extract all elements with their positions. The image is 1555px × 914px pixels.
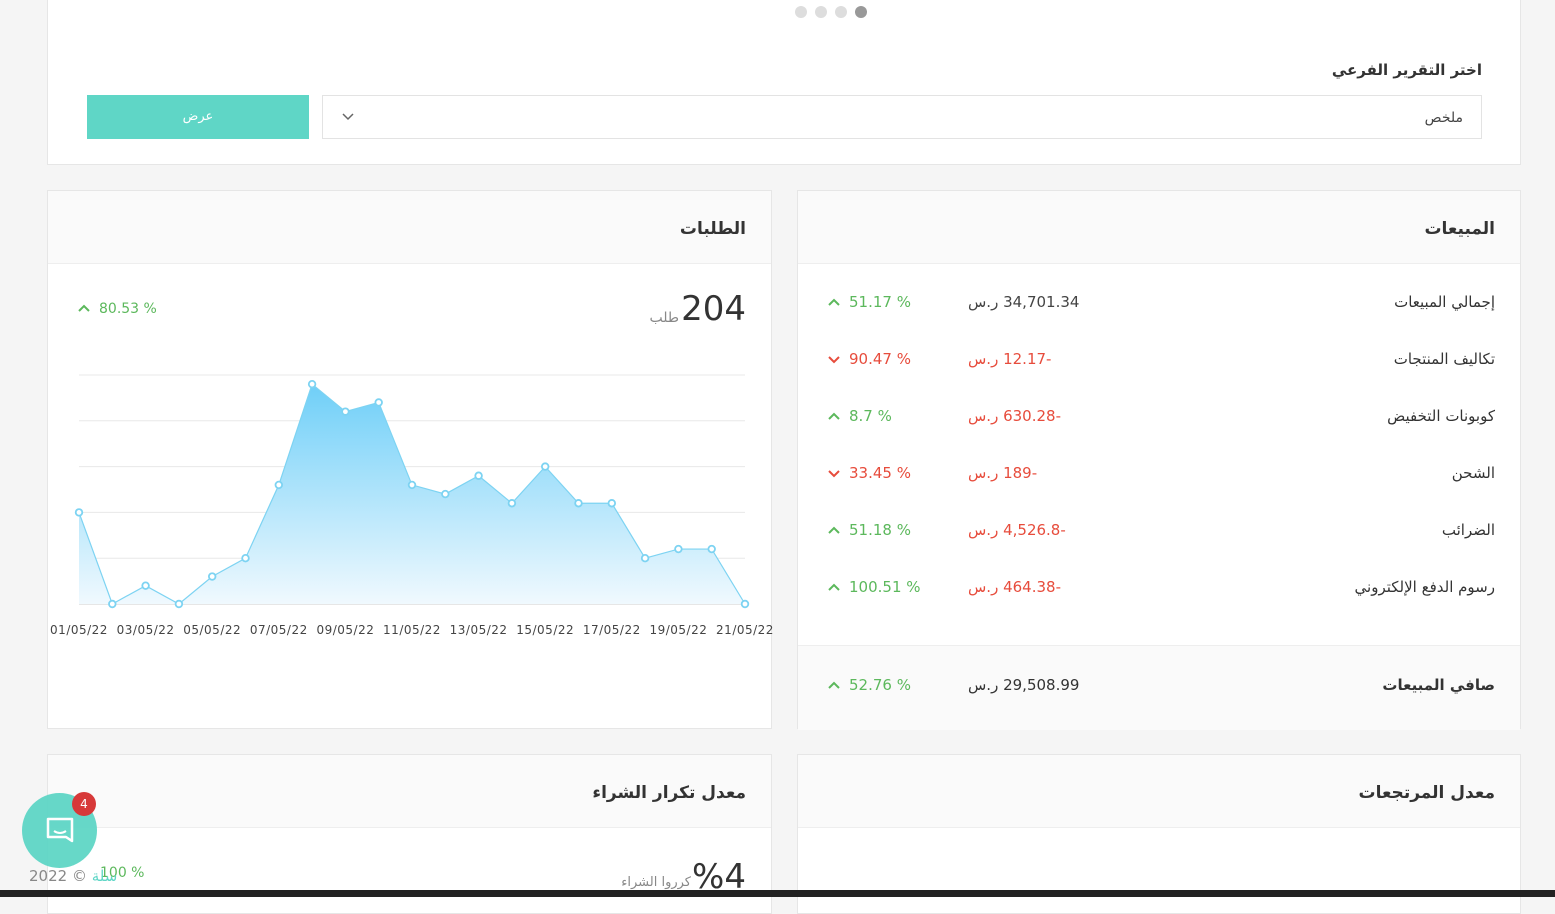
returns-header: معدل المرتجعات (798, 755, 1520, 828)
change-text: 90.47 % (849, 350, 911, 368)
chat-icon (46, 817, 74, 843)
row-value: 34,701.34 ر.س (968, 293, 1080, 311)
row-value: -464.38 ر.س (968, 578, 1062, 596)
trend-chevron (828, 412, 840, 420)
chevron-line (828, 526, 840, 534)
chevron-line (828, 356, 840, 364)
sales-header: المبيعات (798, 191, 1520, 264)
row-change: 100.51 % (828, 578, 921, 596)
row-label: تكاليف المنتجات (1393, 350, 1495, 368)
net-label: صافي المبيعات (1382, 676, 1495, 694)
filter-label: اختر التقرير الفرعي (1331, 61, 1482, 79)
sales-card: المبيعات إجمالي المبيعات 34,701.34 ر.س 51.… (797, 190, 1521, 730)
row-value: -189 ر.س (968, 464, 1038, 482)
returns-title: معدل المرتجعات (1358, 783, 1496, 803)
row-label: الضرائب (1441, 521, 1495, 539)
row-value: -12.17 ر.س (968, 350, 1052, 368)
row-change: 33.45 % (828, 464, 911, 482)
brand: سلة (91, 867, 118, 885)
row-change: 51.17 % (828, 293, 911, 311)
trend-chevron (828, 681, 840, 689)
repeat-title: معدل تكرار الشراء (592, 783, 746, 803)
chevron-line (78, 304, 90, 312)
chevron-line (828, 298, 840, 306)
repeat-change: 100 % (100, 865, 145, 881)
change-text: 33.45 % (849, 464, 911, 482)
row-label: الشحن (1451, 464, 1495, 482)
row-value: -630.28 ر.س (968, 407, 1062, 425)
orders-card: الطلبات 204 طلب 80.53 % (47, 190, 772, 729)
trend-chevron (828, 470, 840, 478)
orders-count: 204 (681, 289, 746, 329)
change-text: 80.53 % (99, 301, 157, 317)
change-text: 52.76 % (849, 676, 911, 694)
trend-chevron (828, 298, 840, 306)
orders-change: 80.53 % (78, 301, 157, 317)
selected-option: ملخص (1424, 110, 1463, 126)
orders-title: الطلبات (679, 219, 746, 239)
net-value: 29,508.99 ر.س (968, 676, 1080, 694)
repeat-header: معدل تكرار الشراء (48, 755, 771, 828)
orders-unit: طلب (649, 310, 679, 326)
net-change: 52.76 % (828, 676, 911, 694)
change-text: 51.17 % (849, 293, 911, 311)
select-arrow (342, 113, 354, 121)
sales-title: المبيعات (1424, 219, 1495, 239)
trend-chevron (828, 583, 840, 591)
trend-chevron (828, 526, 840, 534)
report-select[interactable]: ملخص (322, 95, 1482, 139)
bottom-bar (0, 890, 1555, 897)
change-text: 100.51 % (849, 578, 921, 596)
chevron-line (828, 412, 840, 420)
chevron-line (828, 470, 840, 478)
row-change: 90.47 % (828, 350, 911, 368)
chevron-line (828, 583, 840, 591)
trend-chevron (78, 304, 90, 312)
change-text: 8.7 % (849, 407, 892, 425)
footer: 2022 © سلة (29, 867, 117, 885)
row-label: إجمالي المبيعات (1394, 293, 1495, 311)
orders-header: الطلبات (48, 191, 771, 264)
pager-dots (795, 6, 867, 18)
change-text: 51.18 % (849, 521, 911, 539)
filter-card: اختر التقرير الفرعي ملخص عرض (47, 0, 1521, 165)
chat-button[interactable]: 4 (22, 792, 97, 868)
chat-badge: 4 (72, 792, 96, 816)
show-button[interactable]: عرض (87, 95, 309, 139)
repeat-card: معدل تكرار الشراء %4 كرروا الشراء 100 % (47, 754, 772, 914)
returns-card: معدل المرتجعات (797, 754, 1521, 914)
row-change: 8.7 % (828, 407, 892, 425)
copyright: 2022 © (29, 867, 87, 885)
trend-chevron (828, 356, 840, 364)
row-value: -4,526.8 ر.س (968, 521, 1066, 539)
row-label: رسوم الدفع الإلكتروني (1354, 578, 1495, 596)
net-row: صافي المبيعات 29,508.99 ر.س 52.76 % (798, 645, 1520, 730)
row-change: 51.18 % (828, 521, 911, 539)
chevron-line (828, 681, 840, 689)
repeat-unit: كرروا الشراء (621, 875, 691, 890)
row-label: كوبونات التخفيض (1387, 407, 1495, 425)
